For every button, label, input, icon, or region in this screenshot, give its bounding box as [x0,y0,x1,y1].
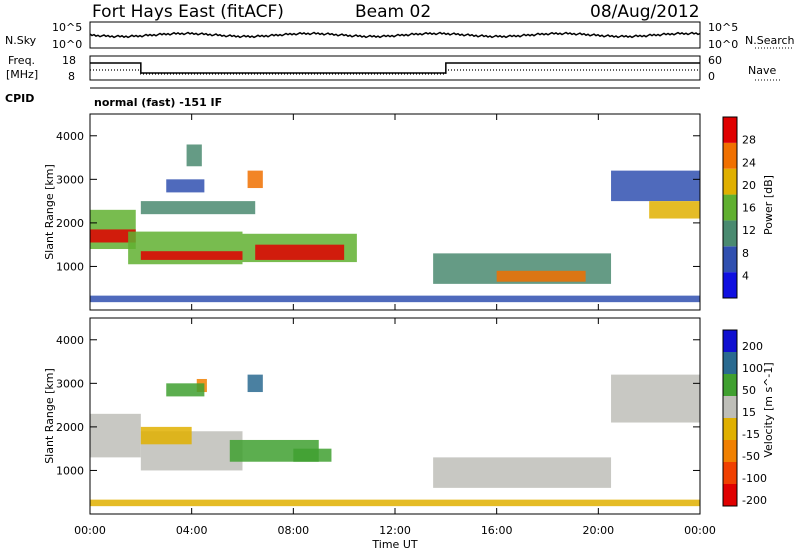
nsearch-label: N.Search [745,34,795,47]
power-panel: 1000 2000 3000 4000 [56,113,701,311]
velocity-colorbar: 200 100 50 15 -15 -50 -100 -200 [722,329,767,507]
colorbar-tick: 50 [742,384,756,397]
colorbar-swatch [723,484,737,506]
colorbar-tick: 12 [742,224,756,237]
colorbar-tick: -15 [742,428,760,441]
colorbar-swatch [723,374,737,396]
xaxis-label: Time UT [371,538,417,551]
freq-unit-label: [MHz] [6,68,38,81]
colorbar-tick: 24 [742,156,756,169]
nave-label: Nave [748,64,776,77]
power-echo-region [90,229,136,243]
nsky-tick-low: 10^0 [52,38,82,51]
vel-ytick-label: 4000 [56,334,84,347]
vel-echo-region [90,499,700,507]
colorbar-swatch [723,117,737,143]
radar-title: Fort Hays East (fitACF) [92,2,284,22]
nave-tick-low: 0 [708,70,715,83]
freq-tick-high: 18 [62,54,76,67]
beam-label: Beam 02 [355,2,431,22]
noise-trace [89,31,701,39]
xtick-label: 00:00 [74,524,106,537]
nave-trace [90,69,700,75]
vel-echo-region [611,374,700,423]
power-echo-region [90,295,700,303]
colorbar-tick: 4 [742,269,749,282]
freq-tick-low: 8 [68,70,75,83]
nsearch-tick-low: 10^0 [708,38,738,51]
power-ytick-label: 2000 [56,217,84,230]
colorbar-tick: 16 [742,202,756,215]
freq-label: Freq. [8,54,35,67]
nave-tick-high: 60 [708,54,722,67]
power-echo-region [186,144,202,167]
colorbar-swatch [723,330,737,352]
power-echo-region [247,170,263,189]
vel-ytick-label: 2000 [56,421,84,434]
velocity-scale-label: Velocity [m s^-1] [762,362,775,457]
colorbar-tick: 100 [742,362,763,375]
power-echo-region [611,170,700,202]
colorbar-tick: 15 [742,406,756,419]
power-echo-region [140,251,243,260]
colorbar-swatch [723,396,737,418]
colorbar-tick: -100 [742,472,767,485]
nsearch-tick-high: 10^5 [708,21,738,34]
colorbar-swatch [723,352,737,374]
freq-panel: Freq. [MHz] 18 8 60 0 Nave [6,54,780,83]
colorbar-tick: -50 [742,450,760,463]
power-echo-region [496,270,586,282]
colorbar-swatch [723,142,737,169]
power-ytick-label: 4000 [56,130,84,143]
velocity-yaxis-label: Slant Range [km] [43,368,56,464]
nsky-tick-high: 10^5 [52,21,82,34]
xtick-label: 12:00 [379,524,411,537]
colorbar-swatch [723,272,737,298]
cpid-text: normal (fast) -151 IF [94,96,222,109]
colorbar-swatch [723,220,737,247]
power-echo-region [140,201,256,215]
colorbar-tick: 8 [742,247,749,260]
colorbar-swatch [723,462,737,484]
xtick-label: 08:00 [277,524,309,537]
colorbar-tick: -200 [742,494,767,507]
power-yaxis-label: Slant Range [km] [43,164,56,260]
date-label: 08/Aug/2012 [590,2,700,22]
power-scale-label: Power [dB] [762,175,775,235]
cpid-label: CPID [5,92,34,105]
vel-echo-region [90,413,141,458]
vel-echo-region [433,457,612,488]
power-ytick-label: 3000 [56,173,84,186]
nsky-label: N.Sky [5,34,37,47]
vel-echo-region [166,383,205,397]
vel-echo-region [247,374,263,393]
xtick-label: 16:00 [481,524,513,537]
noise-panel: N.Sky 10^5 10^0 10^5 10^0 N.Search [5,21,795,51]
power-echo-region [166,179,205,193]
xtick-label: 04:00 [176,524,208,537]
xtick-label: 00:00 [684,524,716,537]
vel-echo-region [140,426,192,445]
vel-ytick-label: 3000 [56,377,84,390]
colorbar-tick: 200 [742,340,763,353]
freq-trace [90,62,700,74]
colorbar-swatch [723,246,737,273]
colorbar-swatch [723,418,737,440]
velocity-panel: 1000 2000 3000 4000 [56,317,701,515]
power-echo-region [255,244,345,260]
colorbar-swatch [723,194,737,221]
xtick-label: 20:00 [582,524,614,537]
colorbar-swatch [723,440,737,462]
colorbar-swatch [723,168,737,195]
vel-ytick-label: 1000 [56,464,84,477]
power-echo-region [649,201,700,219]
vel-echo-region [293,448,332,462]
power-colorbar: 4 8 12 16 20 24 28 [722,116,756,299]
colorbar-tick: 20 [742,179,756,192]
colorbar-tick: 28 [742,134,756,147]
power-ytick-label: 1000 [56,260,84,273]
